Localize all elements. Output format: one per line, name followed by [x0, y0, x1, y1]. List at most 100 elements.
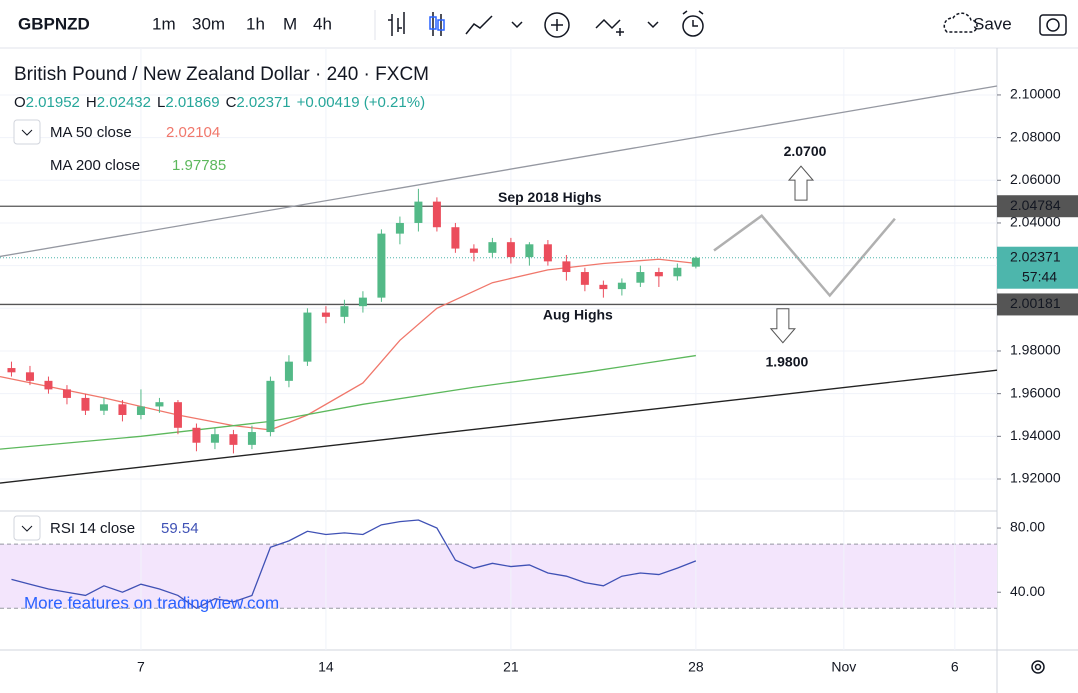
- candle-body: [155, 402, 164, 407]
- price-tag: [997, 195, 1078, 218]
- candle-body: [340, 306, 349, 317]
- y-tick-label: 1.96000: [1010, 384, 1061, 400]
- cloud-icon[interactable]: [943, 12, 978, 33]
- moving-average: [0, 258, 696, 431]
- candle-body: [673, 267, 682, 277]
- candle-body: [506, 242, 515, 258]
- area-icon[interactable]: [465, 15, 493, 35]
- candle-body: [377, 233, 386, 298]
- candle-body: [210, 434, 219, 443]
- candle-body: [395, 222, 404, 234]
- bars-icon[interactable]: [388, 12, 405, 36]
- add-indicator[interactable]: [544, 12, 570, 38]
- annotation: 2.0700: [784, 143, 827, 159]
- indicator-name: MA 50 close: [50, 124, 132, 141]
- ohlc-value: 2.02432: [97, 94, 151, 111]
- candle-body: [99, 404, 108, 411]
- chart-type-icons[interactable]: [388, 10, 1067, 38]
- dropdown[interactable]: [647, 21, 659, 29]
- y-tick-label: 80.00: [1010, 519, 1045, 535]
- y-tick-label: 40.00: [1010, 583, 1045, 599]
- compare-icon[interactable]: [595, 18, 624, 36]
- candle-body: [580, 272, 589, 285]
- y-tick-label: 1.94000: [1010, 427, 1061, 443]
- candle-body: [7, 368, 16, 373]
- ohlc-legend: O2.01952 H2.02432 L2.01869 C2.02371 +0.00419…: [14, 94, 425, 111]
- candle-body: [266, 380, 275, 433]
- ohlc-label: O: [14, 94, 26, 111]
- candle-body: [543, 244, 552, 262]
- interval-button[interactable]: M: [283, 14, 297, 33]
- projection-path: [713, 214, 896, 298]
- rsi-band: [0, 544, 997, 609]
- x-tick-label: 6: [951, 659, 959, 675]
- y-tick-label: 2.08000: [1010, 128, 1061, 144]
- x-tick-label: 7: [137, 659, 145, 675]
- candle-body: [599, 284, 608, 290]
- candle-body: [636, 272, 645, 283]
- ohlc-value: 2.01952: [26, 94, 80, 111]
- x-tick-label: 21: [503, 659, 519, 675]
- candle-body: [81, 397, 90, 411]
- candle-body: [44, 380, 53, 390]
- y-tick-label: 2.10000: [1010, 86, 1061, 102]
- legend-toggle[interactable]: [13, 119, 41, 145]
- legend-toggle[interactable]: [13, 515, 41, 541]
- y-tick-label: 2.04000: [1010, 214, 1061, 230]
- y-tick-label: 2.06000: [1010, 171, 1061, 187]
- arrow-down: [769, 308, 796, 344]
- interval-button[interactable]: 1m: [152, 14, 176, 33]
- candle-body: [192, 427, 201, 443]
- interval-group: 1m 30m 1h M 4h: [152, 14, 332, 33]
- save-button[interactable]: Save: [973, 14, 1012, 33]
- ohlc-value: 2.01869: [165, 94, 219, 111]
- x-tick-label: 14: [318, 659, 334, 675]
- x-tick-label: Nov: [831, 659, 856, 675]
- price-tag-label: 2.02371: [1010, 248, 1061, 264]
- candle-body: [617, 282, 626, 290]
- candle-body: [62, 389, 71, 398]
- indicator-value: 1.97785: [172, 157, 226, 174]
- annotation: Aug Highs: [543, 306, 613, 322]
- y-tick-label: 1.92000: [1010, 470, 1061, 486]
- plot: 7 14 21 28 Nov 6 1.92000 1.94000 1.96000 1.98000 2…: [0, 48, 1078, 675]
- candle-body: [525, 244, 534, 258]
- snapshot-icon[interactable]: [1039, 14, 1067, 36]
- price-tag-label: 2.00181: [1010, 295, 1061, 311]
- candle-body: [284, 361, 293, 381]
- rsi-line: [11, 519, 697, 610]
- change-value: +0.00419 (+0.21%): [297, 94, 425, 111]
- candle-body: [247, 432, 256, 445]
- price-tag: [997, 293, 1078, 316]
- indicator-value: 2.02104: [166, 124, 220, 141]
- candle-body: [321, 312, 330, 317]
- candle-icon: [437, 19, 445, 31]
- settings-icon[interactable]: [1031, 660, 1045, 674]
- arrow-up: [787, 165, 815, 201]
- moving-average: [0, 354, 696, 450]
- candle-body: [469, 248, 478, 253]
- y-tick-label: 1.98000: [1010, 342, 1061, 358]
- watermark[interactable]: More features on tradingview.com: [24, 593, 279, 612]
- candle-body: [654, 272, 663, 277]
- candle-body: [173, 402, 182, 428]
- candle-body: [303, 312, 312, 362]
- symbol[interactable]: GBPNZD: [18, 14, 90, 33]
- alert-icon[interactable]: [682, 15, 704, 37]
- ohlc-label: C: [226, 94, 237, 111]
- candle-body: [691, 257, 700, 267]
- interval-button[interactable]: 1h: [246, 14, 265, 33]
- candle-body: [136, 406, 145, 415]
- rsi-value: 59.54: [161, 520, 199, 537]
- price-tag: [997, 246, 1078, 289]
- countdown: 57:44: [1022, 268, 1057, 284]
- candle-body: [414, 201, 423, 223]
- trendline: [0, 369, 998, 484]
- candle-body: [451, 227, 460, 249]
- ohlc-label: L: [157, 94, 165, 111]
- dropdown[interactable]: [511, 21, 523, 29]
- interval-button[interactable]: 30m: [192, 14, 225, 33]
- candles-icon[interactable]: [432, 12, 442, 36]
- interval-button[interactable]: 4h: [313, 14, 332, 33]
